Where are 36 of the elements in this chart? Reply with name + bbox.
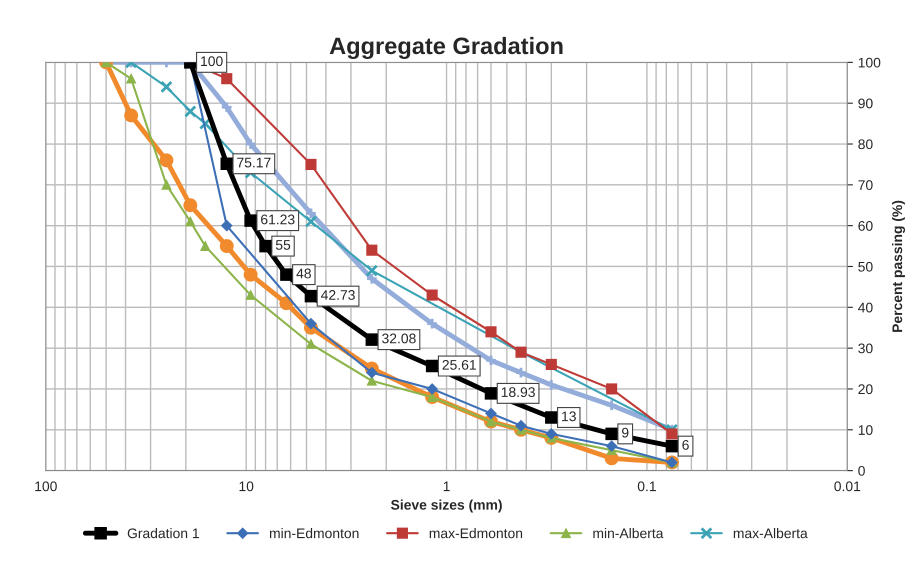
legend-label: max-Edmonton	[430, 528, 522, 538]
data-label: 6	[682, 440, 689, 450]
x-axis-title: Sieve sizes (mm)	[390, 500, 502, 512]
data-label: 18.93	[502, 387, 535, 398]
x-tick-label: 100	[35, 481, 57, 492]
y-tick-label: 100	[858, 58, 880, 68]
legend-label: Gradation 1	[128, 528, 199, 538]
data-label: 32.08	[382, 334, 416, 344]
y-tick-label: 10	[858, 425, 873, 435]
x-tick-label: 0.01	[834, 481, 860, 492]
legend-label: max-Alberta	[734, 528, 808, 538]
legend-label: min-Alberta	[593, 528, 664, 538]
y-tick-label: 30	[858, 343, 873, 354]
y-tick-label: 50	[858, 262, 873, 272]
data-label: 13	[562, 411, 576, 422]
x-tick-label: 10	[240, 481, 254, 492]
data-label: 25.61	[442, 360, 476, 370]
x-tick-label: 1	[444, 482, 450, 492]
data-label: 48	[296, 268, 311, 278]
y-axis-title: Percent passing (%)	[892, 200, 906, 332]
chart-title: Aggregate Gradation	[330, 36, 563, 60]
data-label: 61.23	[261, 214, 295, 224]
data-label: 42.73	[321, 290, 355, 300]
data-label: 75.17	[237, 158, 271, 168]
legend-label: min-Edmonton	[270, 528, 358, 538]
data-label: 100	[201, 56, 223, 66]
data-label: 9	[622, 428, 628, 438]
y-tick-label: 0	[858, 466, 865, 476]
y-tick-label: 20	[858, 384, 873, 394]
y-tick-label: 70	[858, 180, 873, 190]
y-tick-label: 80	[858, 139, 873, 150]
data-label: 55	[276, 240, 290, 250]
y-tick-label: 90	[858, 98, 873, 108]
y-tick-label: 60	[858, 221, 873, 231]
x-tick-label: 0.1	[638, 481, 656, 492]
y-tick-label: 40	[858, 302, 873, 312]
